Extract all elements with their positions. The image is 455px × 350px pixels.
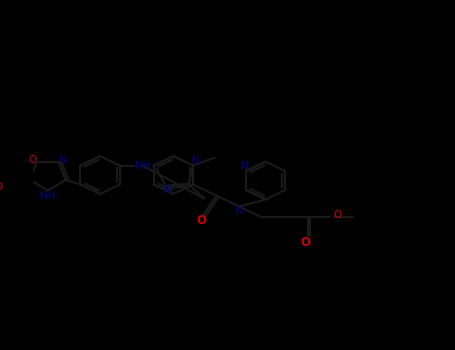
Text: O: O	[196, 214, 206, 227]
Text: O: O	[334, 210, 342, 220]
Text: N: N	[59, 155, 66, 165]
Text: NH: NH	[135, 161, 150, 170]
Text: N: N	[192, 156, 200, 166]
Text: N: N	[241, 161, 248, 171]
Text: O: O	[300, 236, 310, 249]
Text: N: N	[236, 206, 243, 216]
Text: N: N	[164, 186, 172, 195]
Text: O: O	[0, 182, 3, 191]
Text: O: O	[28, 155, 36, 165]
Text: NH: NH	[40, 191, 56, 201]
